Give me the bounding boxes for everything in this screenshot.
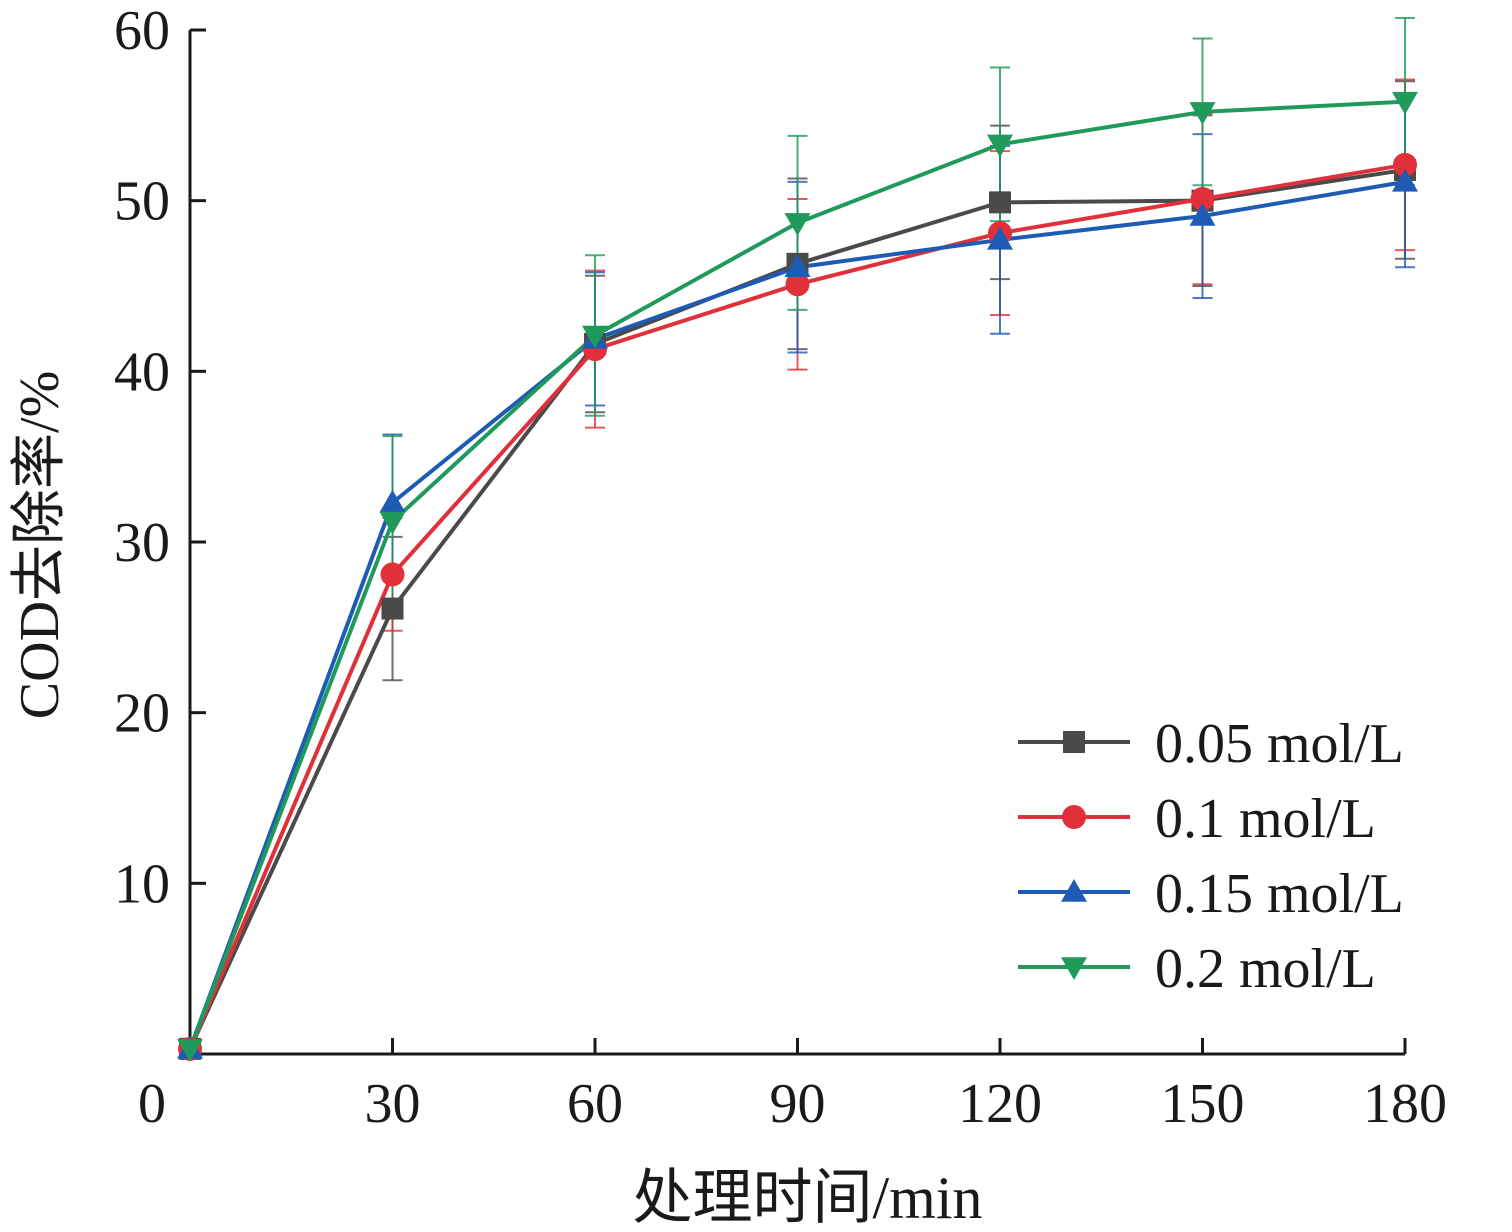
x-tick-label: 30 (365, 1073, 421, 1135)
legend-marker (1062, 805, 1086, 829)
data-point (784, 254, 811, 277)
series-markers (177, 91, 1418, 1062)
x-tick-label: 60 (567, 1073, 623, 1135)
y-tick-label: 20 (114, 683, 170, 745)
error-bars (382, 17, 1415, 682)
x-tick-label: 90 (770, 1073, 826, 1135)
data-point (379, 489, 406, 513)
data-point (1392, 91, 1418, 115)
legend-label: 0.05 mol/L (1155, 713, 1404, 775)
legend-marker (1063, 731, 1085, 753)
legend: 0.05 mol/L 0.1 mol/L 0.15 mol/L 0.2 mol/L (1018, 713, 1404, 1000)
data-point (1393, 152, 1417, 177)
legend-marker (1061, 879, 1087, 902)
data-point (582, 325, 608, 349)
y-tick-label: 10 (114, 853, 170, 915)
legend-label: 0.15 mol/L (1155, 863, 1404, 925)
y-tick-label: 50 (114, 171, 170, 233)
x-tick-label: 120 (958, 1073, 1042, 1135)
y-tick-label: 40 (114, 341, 170, 403)
x-tick-label: 150 (1161, 1073, 1245, 1135)
axes: 0 30 60 90 120 150 180 10 20 30 40 50 60 (114, 0, 1447, 1135)
legend-label: 0.2 mol/L (1155, 938, 1376, 1000)
data-point (1392, 168, 1418, 192)
data-point (989, 191, 1011, 214)
x-tick-label: 180 (1363, 1073, 1447, 1135)
data-point (785, 272, 810, 297)
legend-label: 0.1 mol/L (1155, 788, 1376, 850)
data-point (379, 511, 406, 535)
data-point (987, 134, 1013, 158)
data-point (1190, 186, 1215, 211)
data-point (987, 226, 1013, 250)
y-tick-label: 30 (114, 512, 170, 574)
data-point (381, 597, 404, 620)
data-point (784, 213, 811, 236)
y-axis-label: COD去除率/% (9, 371, 71, 719)
x-axis-label: 处理时间/min (632, 1165, 982, 1231)
data-point (1189, 102, 1216, 125)
data-point (1189, 203, 1216, 226)
data-point (380, 562, 405, 587)
y-tick-label: 60 (114, 0, 170, 62)
legend-marker (1061, 957, 1087, 980)
data-point (177, 1039, 203, 1062)
x-tick-label: 0 (138, 1073, 166, 1135)
